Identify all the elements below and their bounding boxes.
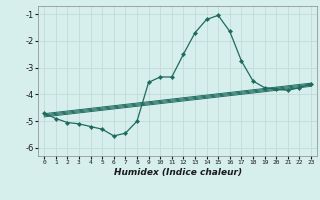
- X-axis label: Humidex (Indice chaleur): Humidex (Indice chaleur): [114, 168, 242, 177]
